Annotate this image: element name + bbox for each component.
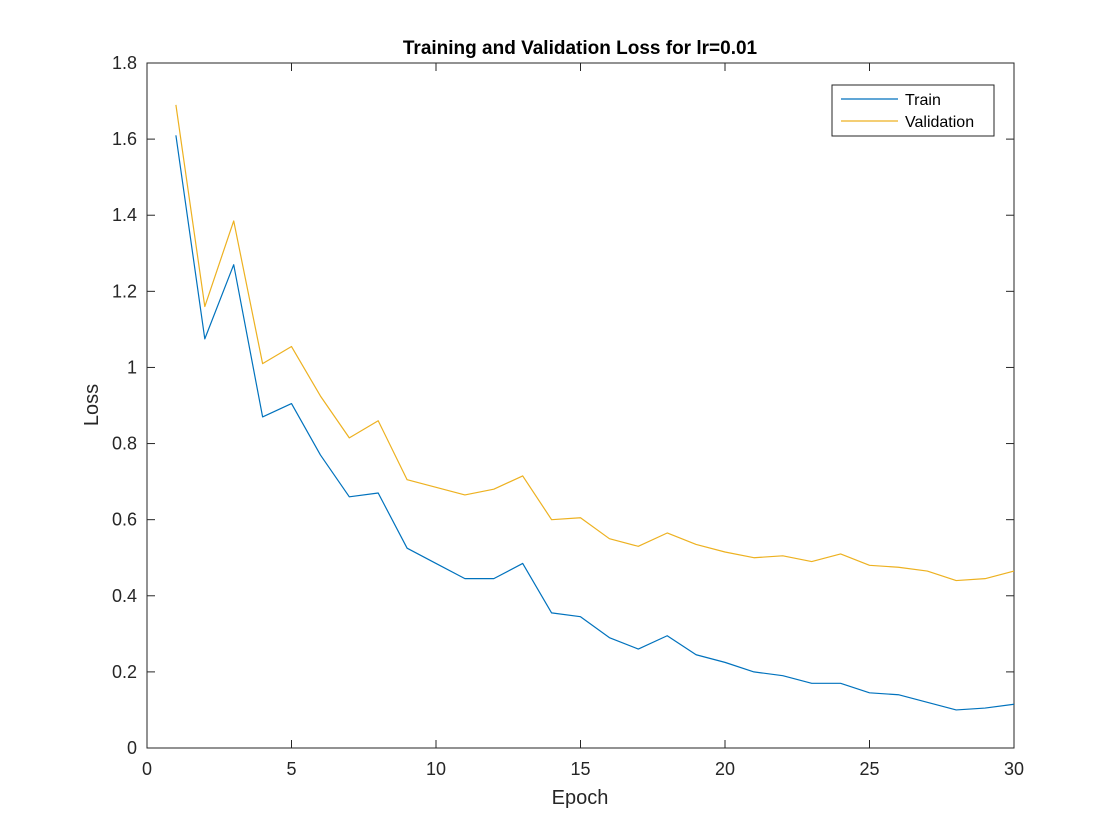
legend: Train Validation [831, 84, 995, 137]
x-tick-label: 20 [715, 759, 735, 779]
legend-train-label: Train [905, 92, 941, 109]
x-tick-label: 15 [570, 759, 590, 779]
y-tick-label: 1.2 [112, 281, 137, 301]
x-tick-label: 5 [286, 759, 296, 779]
x-tick-label: 10 [426, 759, 446, 779]
x-tick-label: 25 [859, 759, 879, 779]
y-tick-label: 0 [127, 738, 137, 758]
x-tick-label: 30 [1004, 759, 1024, 779]
y-tick-label: 1 [127, 357, 137, 377]
series-line-validation [175, 104, 1015, 582]
chart-title: Training and Validation Loss for lr=0.01 [403, 38, 758, 59]
y-axis-label: Loss [81, 384, 103, 426]
legend-validation-label: Validation [905, 114, 974, 131]
plot-area [147, 63, 1014, 748]
y-tick-label: 0.2 [112, 662, 137, 682]
y-tick-label: 0.4 [112, 586, 137, 606]
y-tick-label: 0.8 [112, 434, 137, 454]
y-tick-label: 1.4 [112, 205, 137, 225]
x-axis-label: Epoch [552, 787, 609, 809]
y-tick-label: 1.6 [112, 129, 137, 149]
axis-ticks: 0 5 10 15 20 25 30 0 0.2 0.4 0.6 0.8 1 1.2 1.4 1.6 1.8 [112, 53, 1024, 779]
series-line-train [175, 135, 1015, 711]
x-tick-label: 0 [142, 759, 152, 779]
y-tick-label: 1.8 [112, 53, 137, 73]
y-tick-label: 0.6 [112, 510, 137, 530]
legend-frame [831, 84, 995, 137]
series-lines [175, 104, 1015, 711]
